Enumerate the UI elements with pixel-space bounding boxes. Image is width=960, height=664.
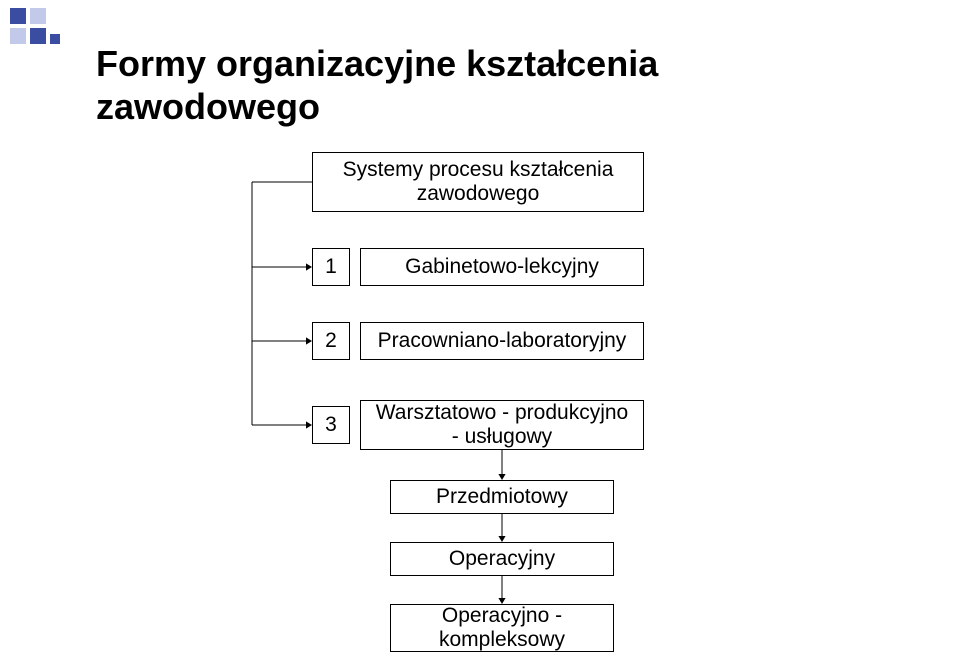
deco-square-4 (50, 34, 60, 44)
box-num3-text: 3 (325, 413, 337, 437)
title-line-2: zawodowego (96, 85, 658, 128)
box-num1: 1 (312, 248, 350, 286)
box-item2: Pracowniano-laboratoryjny (360, 322, 644, 360)
box-sub2-text: Operacyjny (449, 547, 555, 571)
box-sub2: Operacyjny (390, 542, 614, 576)
box-sub1: Przedmiotowy (390, 480, 614, 514)
box-root-text: Systemy procesu kształceniazawodowego (343, 158, 614, 206)
title-line-1: Formy organizacyjne kształcenia (96, 42, 658, 85)
deco-square-3 (30, 28, 46, 44)
box-item2-text: Pracowniano-laboratoryjny (378, 329, 627, 353)
deco-square-2 (10, 28, 26, 44)
box-num3: 3 (312, 406, 350, 444)
box-item3-text: Warsztatowo - produkcyjno- usługowy (376, 401, 628, 449)
box-item1: Gabinetowo-lekcyjny (360, 248, 644, 286)
box-num2-text: 2 (325, 329, 337, 353)
slide: Formy organizacyjne kształceniazawodoweg… (0, 0, 960, 664)
deco-square-1 (30, 8, 46, 24)
box-num2: 2 (312, 322, 350, 360)
box-sub1-text: Przedmiotowy (436, 485, 568, 509)
slide-title: Formy organizacyjne kształceniazawodoweg… (96, 42, 658, 128)
box-sub3: Operacyjno -kompleksowy (390, 604, 614, 652)
box-num1-text: 1 (325, 255, 337, 279)
deco-square-0 (10, 8, 26, 24)
box-item3: Warsztatowo - produkcyjno- usługowy (360, 400, 644, 450)
box-item1-text: Gabinetowo-lekcyjny (405, 255, 599, 279)
box-root: Systemy procesu kształceniazawodowego (312, 152, 644, 212)
box-sub3-text: Operacyjno -kompleksowy (439, 604, 565, 652)
